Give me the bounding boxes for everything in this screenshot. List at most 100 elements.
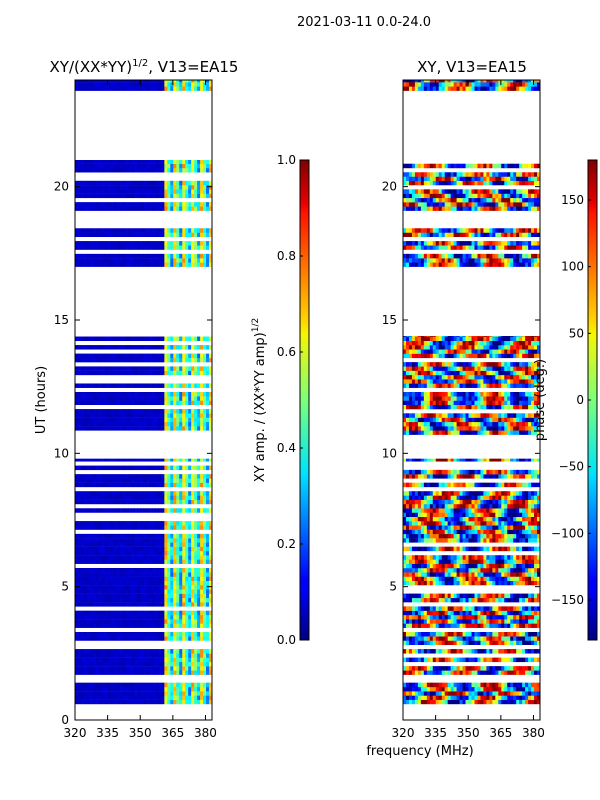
heatmap-cell: [89, 409, 94, 414]
heatmap-cell: [161, 366, 165, 371]
heatmap-cell: [456, 529, 460, 535]
heatmap-cell: [119, 474, 124, 479]
heatmap-cell: [465, 593, 469, 599]
heatmap-cell: [200, 421, 204, 427]
heatmap-cell: [176, 572, 180, 577]
heatmap-cell: [206, 686, 210, 692]
heatmap-cell: [173, 619, 177, 624]
heatmap-cell: [149, 666, 153, 671]
heatmap-cell: [116, 533, 121, 539]
heatmap-cell: [209, 417, 213, 423]
heatmap-cell: [426, 619, 431, 624]
heatmap-cell: [83, 666, 88, 671]
heatmap-cell: [104, 670, 109, 675]
heatmap-cell: [486, 619, 490, 624]
heatmap-cell: [77, 555, 82, 560]
heatmap-cell: [206, 421, 210, 427]
heatmap-cell: [122, 478, 127, 483]
heatmap-cell: [200, 357, 204, 363]
heatmap-cell: [209, 686, 213, 692]
heatmap-cell: [134, 370, 138, 376]
heatmap-cell: [75, 695, 79, 700]
heatmap-cell: [179, 623, 183, 628]
heatmap-cell: [179, 550, 183, 556]
heatmap-cell: [143, 228, 147, 233]
heatmap-cell: [194, 357, 198, 363]
heatmap-cell: [77, 336, 82, 341]
heatmap-cell: [134, 682, 138, 688]
heatmap-cell: [447, 657, 452, 663]
heatmap-cell: [537, 619, 541, 624]
heatmap-cell: [534, 580, 538, 586]
heatmap-cell: [98, 682, 103, 688]
heatmap-cell: [125, 245, 130, 250]
heatmap-cell: [110, 559, 115, 564]
heatmap-cell: [206, 366, 210, 371]
heatmap-cell: [167, 409, 171, 414]
heatmap-cell: [414, 538, 419, 543]
heatmap-cell: [119, 695, 124, 700]
heatmap-cell: [528, 580, 532, 586]
heatmap-cell: [134, 653, 138, 658]
heatmap-cell: [188, 189, 192, 194]
heatmap-cell: [173, 538, 177, 543]
heatmap-cell: [191, 465, 195, 471]
heatmap-cell: [471, 593, 475, 599]
heatmap-cell: [432, 640, 437, 645]
heatmap-cell: [110, 345, 115, 350]
heatmap-cell: [489, 657, 493, 663]
heatmap-cell: [167, 499, 171, 505]
heatmap-cell: [92, 185, 97, 190]
heatmap-cell: [176, 180, 180, 186]
heatmap-cell: [155, 357, 159, 363]
heatmap-cell: [107, 521, 112, 526]
heatmap-cell: [152, 458, 156, 462]
heatmap-cell: [173, 580, 177, 586]
heatmap-cell: [513, 640, 517, 645]
heatmap-cell: [438, 572, 443, 577]
heatmap-cell: [158, 576, 162, 581]
heatmap-cell: [528, 691, 532, 696]
heatmap-cell: [405, 682, 410, 688]
heatmap-cell: [92, 202, 97, 207]
heatmap-cell: [185, 370, 189, 376]
heatmap-cell: [450, 538, 455, 543]
heatmap-cell: [176, 576, 180, 581]
heatmap-cell: [179, 657, 183, 663]
heatmap-cell: [185, 653, 189, 658]
heatmap-cell: [143, 572, 147, 577]
heatmap-cell: [110, 482, 115, 488]
heatmap-cell: [438, 593, 443, 599]
heatmap-cell: [107, 686, 112, 692]
heatmap-cell: [80, 695, 85, 700]
heatmap-cell: [95, 636, 100, 641]
heatmap-cell: [477, 568, 481, 573]
heatmap-cell: [137, 699, 141, 705]
heatmap-cell: [191, 163, 195, 169]
heatmap-cell: [98, 585, 103, 590]
heatmap-cell: [101, 593, 106, 599]
heatmap-cell: [134, 589, 138, 594]
heatmap-cell: [107, 241, 112, 246]
heatmap-cell: [188, 653, 192, 658]
heatmap-cell: [498, 568, 502, 573]
heatmap-cell: [447, 686, 452, 692]
heatmap-cell: [170, 245, 174, 250]
heatmap-cell: [408, 619, 413, 624]
heatmap-cell: [116, 585, 121, 590]
heatmap-cell: [498, 563, 502, 569]
heatmap-cell: [170, 160, 174, 164]
heatmap-cell: [426, 632, 431, 637]
heatmap-cell: [89, 602, 94, 607]
heatmap-cell: [140, 619, 144, 624]
heatmap-cell: [486, 666, 490, 671]
heatmap-cell: [507, 636, 511, 641]
heatmap-cell: [414, 580, 419, 586]
heatmap-cell: [432, 623, 437, 628]
heatmap-cell: [119, 396, 124, 401]
heatmap-cell: [465, 563, 469, 569]
heatmap-cell: [167, 80, 171, 83]
heatmap-cell: [498, 640, 502, 645]
heatmap-cell: [206, 482, 210, 488]
heatmap-cell: [477, 533, 481, 539]
